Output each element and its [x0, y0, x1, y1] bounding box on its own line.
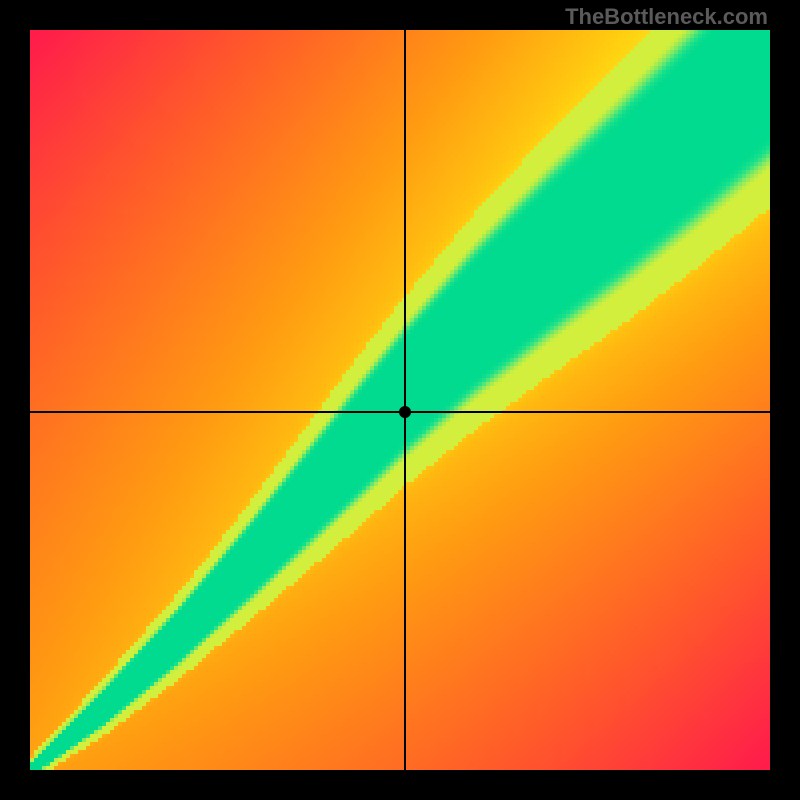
watermark-text: TheBottleneck.com	[565, 4, 768, 30]
crosshair-vertical	[404, 30, 406, 770]
figure-frame: { "figure": { "type": "heatmap", "backgr…	[0, 0, 800, 800]
heatmap-canvas	[30, 30, 770, 770]
crosshair-marker	[399, 406, 411, 418]
